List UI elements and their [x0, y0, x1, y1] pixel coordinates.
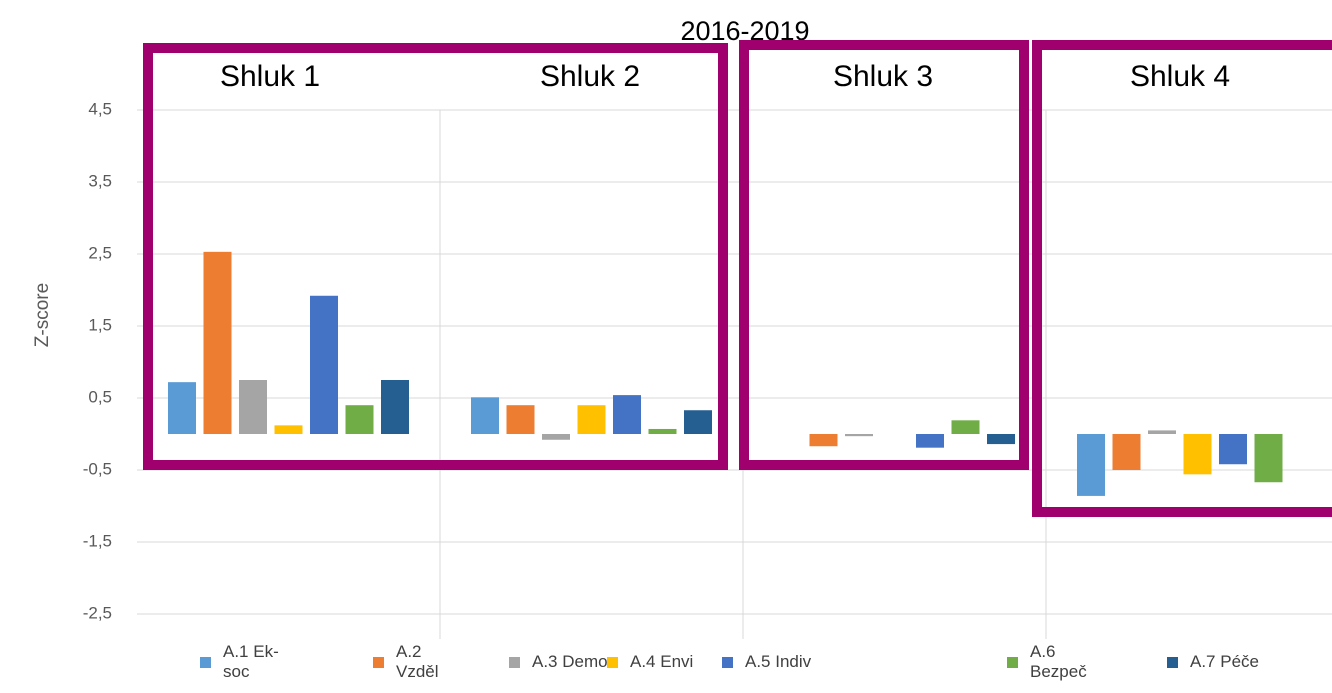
legend-label: A.2 Vzděl [396, 642, 439, 681]
y-tick-label: 2,5 [88, 243, 112, 262]
y-tick-label: 0,5 [88, 387, 112, 406]
legend-swatch [607, 656, 618, 668]
bar [809, 434, 838, 447]
bar [1148, 430, 1176, 434]
legend-swatch [1007, 656, 1018, 668]
annotation: Shluk 3 [833, 60, 933, 93]
bar [1112, 434, 1141, 470]
bar [1183, 434, 1212, 475]
annotation: Shluk 2 [540, 60, 640, 93]
bar [381, 380, 409, 434]
bar [203, 251, 232, 434]
bar [613, 395, 641, 434]
y-tick-label: 4,5 [88, 99, 112, 118]
legend-swatch [1167, 656, 1178, 668]
bar [542, 434, 570, 440]
bar [1254, 434, 1283, 483]
bar [1077, 434, 1105, 496]
legend-item: A.5 Indiv [722, 640, 875, 684]
bar [916, 434, 944, 448]
legend-swatch [200, 656, 211, 668]
legend-label: A.1 Ek-soc [223, 642, 279, 681]
legend-item: A.7 Péče [1167, 640, 1260, 684]
bar [1219, 434, 1247, 465]
y-axis-label: Z-score [32, 283, 53, 347]
y-tick-label: -2,5 [83, 603, 112, 622]
legend-item: A.1 Ek-soc [200, 640, 285, 684]
y-tick-label: -0,5 [83, 459, 112, 478]
bar [274, 425, 303, 434]
legend-label: A.4 Envi [630, 652, 694, 671]
cluster-box [143, 43, 728, 470]
legend-swatch [373, 656, 384, 668]
annotation: Shluk 4 [1130, 60, 1230, 93]
legend-label: A.3 Demo [532, 652, 608, 671]
y-tick-label: 3,5 [88, 171, 112, 190]
bar [471, 397, 499, 434]
bar [577, 405, 606, 434]
legend-label: A.5 Indiv [745, 652, 812, 671]
y-tick-label: -1,5 [83, 531, 112, 550]
bar [168, 382, 196, 434]
legend-swatch [722, 656, 733, 668]
cluster-box [739, 40, 1029, 470]
cluster-boxes [143, 40, 1332, 517]
legend-item: A.6 Bezpeč [1007, 640, 1100, 684]
bar [239, 380, 267, 434]
legend-swatch [509, 656, 520, 668]
annotation: Shluk 1 [220, 60, 320, 93]
legend-label: A.6 Bezpeč [1030, 642, 1087, 681]
bar [951, 420, 980, 434]
y-tick-label: 1,5 [88, 315, 112, 334]
bar [345, 405, 374, 434]
legend-item: A.3 Demo [509, 640, 642, 684]
legend-item: A.2 Vzděl [373, 640, 448, 684]
bar [648, 428, 677, 434]
bar [987, 434, 1015, 445]
bar [845, 434, 873, 437]
legend-item: A.4 Envi [607, 640, 740, 684]
legend-label: A.7 Péče [1190, 652, 1259, 671]
bar [310, 295, 338, 434]
cluster-box [1032, 40, 1332, 517]
bar [506, 405, 535, 434]
bar [684, 410, 712, 434]
